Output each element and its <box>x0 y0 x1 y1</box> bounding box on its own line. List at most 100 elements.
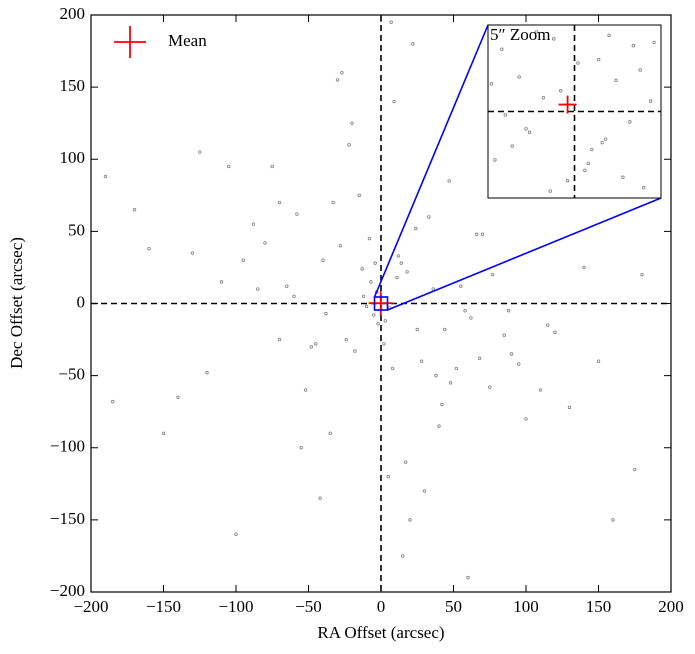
x-tick-label: −200 <box>73 597 108 616</box>
point <box>190 251 195 255</box>
inset-point <box>607 33 611 38</box>
point <box>383 319 388 323</box>
y-tick-label: −100 <box>50 437 85 456</box>
point <box>480 232 485 236</box>
y-tick-label: −200 <box>50 581 85 600</box>
point <box>321 258 325 262</box>
point <box>466 575 470 580</box>
point <box>419 359 424 363</box>
y-tick-label: 100 <box>60 148 86 167</box>
point <box>227 164 231 169</box>
point <box>360 267 364 271</box>
inset-point <box>517 75 521 79</box>
point <box>340 70 344 75</box>
y-tick-label: 0 <box>77 292 86 311</box>
point <box>376 321 380 326</box>
zoom-connector <box>373 24 489 298</box>
inset-point <box>527 130 532 134</box>
x-tick-label: 150 <box>586 597 612 616</box>
point <box>434 373 438 378</box>
legend-marker <box>114 26 146 58</box>
inset-point <box>583 168 587 173</box>
point <box>295 212 299 216</box>
point <box>205 371 209 375</box>
inset-point <box>652 40 656 44</box>
inset-point <box>642 185 646 190</box>
x-tick-label: −100 <box>218 597 253 616</box>
point <box>338 244 343 248</box>
inset-frame <box>487 24 662 199</box>
point <box>344 337 348 342</box>
inset-point <box>548 189 552 193</box>
point <box>198 150 202 154</box>
point <box>364 304 369 309</box>
point <box>611 518 615 522</box>
point <box>405 270 409 274</box>
point <box>132 208 137 212</box>
point <box>285 284 289 288</box>
point <box>389 20 393 24</box>
point <box>582 265 586 270</box>
inset-point <box>524 127 528 131</box>
zoom-connector <box>387 197 662 311</box>
point <box>357 193 361 198</box>
point <box>427 215 431 219</box>
y-axis-label: Dec Offset (arcsec) <box>7 237 26 369</box>
point <box>477 356 482 361</box>
point <box>392 99 396 104</box>
point <box>251 222 256 226</box>
x-tick-label: 200 <box>658 597 684 616</box>
x-tick-label: 50 <box>445 597 462 616</box>
inset: 5″ Zoom <box>487 24 662 199</box>
point <box>463 309 467 313</box>
point <box>176 395 180 399</box>
inset-point <box>597 57 601 62</box>
point <box>147 246 151 251</box>
point <box>415 327 419 332</box>
inset-point <box>603 137 608 141</box>
point <box>241 258 245 262</box>
point <box>219 280 224 284</box>
point <box>318 496 322 500</box>
point <box>350 121 354 125</box>
point <box>502 333 506 337</box>
inset-point <box>503 113 507 117</box>
point <box>596 359 601 363</box>
point <box>263 241 267 245</box>
point <box>414 226 418 231</box>
x-tick-label: −150 <box>146 597 181 616</box>
point <box>475 232 479 236</box>
point <box>506 309 511 313</box>
inset-point <box>489 82 494 86</box>
point <box>469 316 473 320</box>
x-tick-label: 0 <box>377 597 386 616</box>
mean-marker <box>368 291 393 316</box>
point <box>331 200 335 205</box>
point <box>103 174 108 179</box>
point <box>361 294 366 298</box>
y-tick-label: 200 <box>60 4 86 23</box>
point <box>399 261 403 265</box>
point <box>488 385 492 389</box>
inset-mean-marker <box>558 95 577 114</box>
point <box>369 280 373 284</box>
point <box>567 405 572 410</box>
inset-point <box>628 120 632 124</box>
legend-label: Mean <box>168 31 207 50</box>
point <box>538 388 543 392</box>
inset-point <box>638 68 642 72</box>
inset-point <box>510 144 514 148</box>
point <box>382 342 386 346</box>
point <box>448 381 453 385</box>
point <box>640 272 644 277</box>
point <box>401 554 405 558</box>
point <box>431 287 435 291</box>
zoom-region <box>373 296 389 311</box>
point <box>443 327 447 332</box>
inset-point <box>600 140 604 145</box>
point <box>437 424 441 428</box>
inset-point <box>614 78 618 83</box>
point <box>440 402 444 407</box>
point <box>372 313 376 317</box>
